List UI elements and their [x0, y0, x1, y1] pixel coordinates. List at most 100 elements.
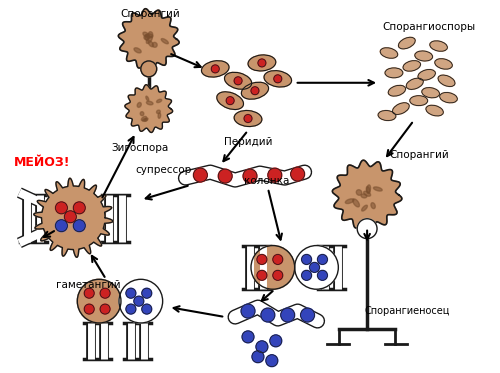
Circle shape	[56, 202, 68, 214]
Ellipse shape	[422, 88, 440, 98]
Circle shape	[142, 304, 152, 314]
Ellipse shape	[366, 186, 370, 194]
Polygon shape	[34, 178, 113, 257]
Ellipse shape	[264, 70, 291, 87]
Circle shape	[318, 254, 328, 264]
Ellipse shape	[148, 32, 153, 37]
Ellipse shape	[146, 96, 149, 101]
Circle shape	[257, 270, 267, 280]
Circle shape	[74, 220, 85, 232]
Text: Спорангиеносец: Спорангиеносец	[364, 305, 450, 316]
Circle shape	[273, 254, 283, 264]
Circle shape	[300, 308, 314, 322]
Ellipse shape	[366, 185, 370, 193]
Circle shape	[268, 168, 282, 182]
Ellipse shape	[361, 194, 367, 198]
Ellipse shape	[440, 93, 458, 103]
Circle shape	[142, 288, 152, 298]
Ellipse shape	[371, 203, 376, 209]
Ellipse shape	[248, 55, 276, 71]
Circle shape	[281, 308, 294, 322]
Polygon shape	[125, 85, 172, 132]
Ellipse shape	[346, 199, 354, 204]
Text: Спорангий: Спорангий	[121, 9, 180, 19]
Circle shape	[257, 254, 267, 264]
Text: Спорангий: Спорангий	[389, 150, 448, 160]
Circle shape	[74, 202, 85, 214]
Circle shape	[302, 254, 312, 264]
Ellipse shape	[148, 41, 154, 47]
Ellipse shape	[152, 43, 157, 47]
Text: супрессор: супрессор	[136, 165, 192, 175]
Circle shape	[212, 65, 219, 73]
Circle shape	[252, 351, 264, 363]
Ellipse shape	[388, 85, 406, 96]
Circle shape	[64, 211, 76, 223]
Ellipse shape	[134, 48, 141, 53]
Circle shape	[294, 245, 339, 289]
Ellipse shape	[161, 38, 168, 44]
Circle shape	[134, 296, 144, 306]
Ellipse shape	[242, 82, 268, 99]
Ellipse shape	[398, 37, 415, 49]
Circle shape	[318, 270, 328, 280]
Circle shape	[234, 77, 242, 85]
Circle shape	[119, 279, 162, 323]
Text: Спорангиоспоры: Спорангиоспоры	[382, 22, 475, 32]
Circle shape	[126, 288, 136, 298]
Circle shape	[241, 304, 255, 318]
Ellipse shape	[142, 116, 146, 121]
Ellipse shape	[140, 112, 144, 116]
Circle shape	[251, 87, 259, 95]
Circle shape	[274, 75, 282, 83]
Circle shape	[357, 219, 377, 239]
Ellipse shape	[438, 75, 455, 87]
Ellipse shape	[143, 32, 149, 37]
Text: Зигоспора: Зигоспора	[111, 142, 168, 153]
Ellipse shape	[146, 34, 153, 38]
Ellipse shape	[378, 110, 396, 120]
Circle shape	[218, 169, 232, 183]
Ellipse shape	[362, 205, 368, 211]
Circle shape	[100, 304, 110, 314]
Ellipse shape	[426, 105, 444, 116]
Ellipse shape	[374, 187, 382, 191]
Circle shape	[258, 59, 266, 67]
Ellipse shape	[403, 61, 420, 71]
Circle shape	[78, 279, 121, 323]
Ellipse shape	[156, 110, 160, 113]
Ellipse shape	[156, 99, 162, 103]
Ellipse shape	[202, 61, 229, 77]
Ellipse shape	[392, 103, 409, 115]
Ellipse shape	[234, 110, 262, 126]
Ellipse shape	[352, 199, 360, 207]
Ellipse shape	[380, 48, 398, 58]
Ellipse shape	[146, 101, 153, 105]
Ellipse shape	[385, 68, 403, 78]
Circle shape	[243, 169, 257, 183]
Circle shape	[84, 288, 94, 298]
Circle shape	[251, 245, 294, 289]
Circle shape	[290, 167, 304, 181]
Ellipse shape	[364, 191, 370, 196]
Ellipse shape	[356, 190, 362, 195]
Ellipse shape	[142, 119, 147, 121]
Text: колонка: колонка	[244, 176, 290, 186]
Ellipse shape	[430, 41, 448, 51]
Circle shape	[126, 304, 136, 314]
Circle shape	[194, 168, 207, 182]
Ellipse shape	[146, 36, 152, 44]
Circle shape	[56, 220, 68, 232]
Circle shape	[226, 97, 234, 104]
Ellipse shape	[217, 92, 244, 110]
Polygon shape	[118, 9, 179, 69]
Circle shape	[266, 355, 278, 367]
Circle shape	[100, 288, 110, 298]
Ellipse shape	[158, 113, 160, 118]
Ellipse shape	[410, 96, 428, 106]
Circle shape	[256, 341, 268, 353]
Circle shape	[270, 335, 282, 347]
Text: МЕЙОЗ!: МЕЙОЗ!	[14, 156, 71, 169]
Ellipse shape	[144, 118, 148, 121]
Circle shape	[242, 331, 254, 343]
